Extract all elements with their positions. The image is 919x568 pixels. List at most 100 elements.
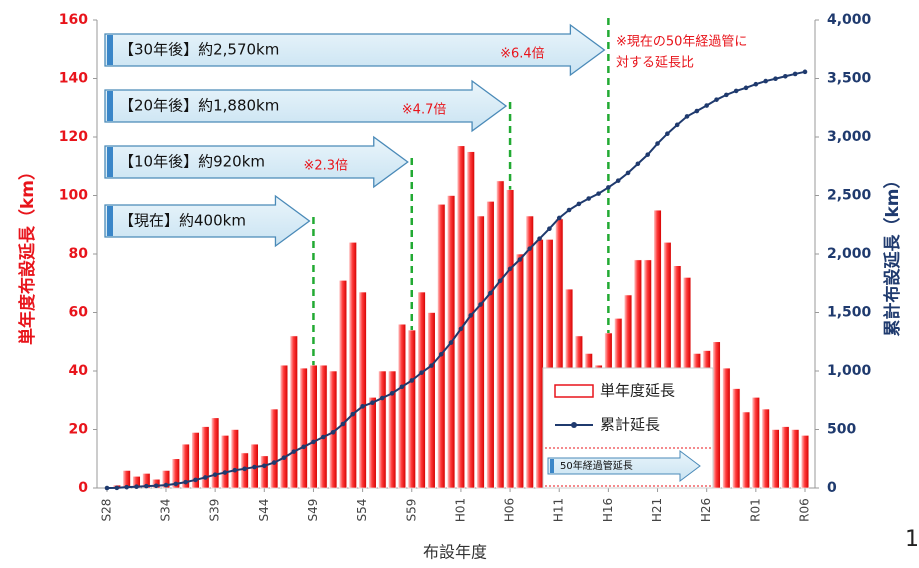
cumulative-point xyxy=(714,97,719,102)
arrow-band xyxy=(107,91,113,121)
bar xyxy=(338,280,348,489)
page-number: 1 xyxy=(905,527,919,552)
y-tick-label: 100 xyxy=(59,188,88,204)
cumulative-point xyxy=(134,484,139,490)
cumulative-point xyxy=(753,81,759,87)
bar xyxy=(181,443,190,489)
bar xyxy=(397,323,407,489)
annotation-ratio: ※2.3倍 xyxy=(303,159,348,174)
cumulative-point xyxy=(438,351,444,357)
cumulative-point xyxy=(694,108,700,114)
x-tick-label: H26 xyxy=(699,498,713,522)
cumulative-point xyxy=(153,483,159,489)
bar xyxy=(486,201,495,489)
y2-axis-label: 累計布設延長（km） xyxy=(882,171,903,336)
x-axis-label: 布設年度 xyxy=(423,543,487,562)
cumulative-point xyxy=(183,479,188,485)
note: 対する延長比 xyxy=(616,56,694,71)
y2-tick-label: 3,500 xyxy=(827,71,872,87)
cumulative-point xyxy=(409,378,415,383)
bar xyxy=(230,429,239,489)
bar xyxy=(407,329,416,489)
x-tick-label: H21 xyxy=(650,498,664,522)
cumulative-point xyxy=(576,201,582,207)
y2-tick-label: 3,000 xyxy=(827,129,872,145)
annotation-arrow xyxy=(104,135,409,189)
cumulative-point xyxy=(379,395,385,401)
legend-label: 累計延長 xyxy=(600,416,660,434)
bar xyxy=(476,215,485,489)
bar xyxy=(279,364,289,489)
bar xyxy=(161,470,171,489)
bar xyxy=(741,411,751,489)
x-tick-label: H11 xyxy=(552,498,566,522)
cumulative-point xyxy=(566,207,572,213)
cumulative-point xyxy=(645,152,651,157)
cumulative-point xyxy=(350,411,356,417)
annotation-arrow xyxy=(104,194,311,248)
cumulative-point xyxy=(271,460,277,465)
cumulative-point xyxy=(320,434,326,440)
cumulative-point xyxy=(261,463,267,469)
cumulative-point xyxy=(507,266,513,272)
bar xyxy=(358,291,367,489)
cumulative-point xyxy=(743,85,749,91)
cumulative-point xyxy=(242,466,247,472)
cumulative-point xyxy=(389,391,395,396)
bar xyxy=(761,408,770,489)
cumulative-point xyxy=(655,141,660,146)
arrow-band xyxy=(107,35,113,65)
y2-tick-label: 2,500 xyxy=(827,188,872,204)
y-axis-label: 単年度布設延長（km） xyxy=(17,163,38,345)
cumulative-point xyxy=(203,475,208,480)
cumulative-point xyxy=(724,92,729,98)
cumulative-point xyxy=(370,400,375,406)
cumulative-point xyxy=(547,226,552,232)
cumulative-point xyxy=(497,278,503,284)
annotation-ratio: ※4.7倍 xyxy=(402,103,447,118)
x-tick-label: S44 xyxy=(257,499,271,522)
bar xyxy=(378,370,387,489)
legend-marker xyxy=(571,422,577,428)
bar xyxy=(800,435,810,489)
annotation-ratio: ※6.4倍 xyxy=(500,47,545,62)
cumulative-point xyxy=(193,477,198,483)
cumulative-point xyxy=(537,236,542,241)
cumulative-point xyxy=(488,290,493,296)
legend-label: 単年度延長 xyxy=(600,382,675,400)
bar xyxy=(387,370,397,489)
y2-tick-label: 4,000 xyxy=(827,12,872,28)
cumulative-point xyxy=(763,78,768,84)
annotation-arrow xyxy=(104,23,606,77)
x-tick-label: S34 xyxy=(158,499,172,522)
cumulative-point xyxy=(281,455,287,460)
bar xyxy=(289,335,298,489)
x-tick-label: R06 xyxy=(798,498,812,522)
cumulative-point xyxy=(596,191,601,196)
cumulative-point xyxy=(792,71,798,77)
bar xyxy=(191,432,200,489)
cumulative-point xyxy=(429,363,434,368)
bar xyxy=(722,367,731,489)
arrow-band xyxy=(107,206,113,236)
bar xyxy=(299,367,308,489)
y-tick-label: 0 xyxy=(78,480,88,496)
note: ※現在の50年経過管に xyxy=(616,35,747,50)
bar xyxy=(437,203,446,489)
cumulative-point xyxy=(104,485,110,491)
cumulative-point xyxy=(311,439,316,445)
y-tick-label: 20 xyxy=(69,422,89,438)
bar xyxy=(171,458,180,489)
cumulative-point xyxy=(665,131,670,137)
y-tick-label: 160 xyxy=(59,12,88,28)
y2-tick-label: 500 xyxy=(827,422,856,438)
cumulative-point xyxy=(606,185,611,190)
x-tick-label: S49 xyxy=(306,499,320,522)
cumulative-point xyxy=(527,246,533,251)
cumulative-point xyxy=(684,114,690,119)
bar xyxy=(260,455,269,489)
cumulative-point xyxy=(704,103,709,108)
legend-arrow xyxy=(547,450,701,482)
cumulative-point xyxy=(802,69,808,75)
